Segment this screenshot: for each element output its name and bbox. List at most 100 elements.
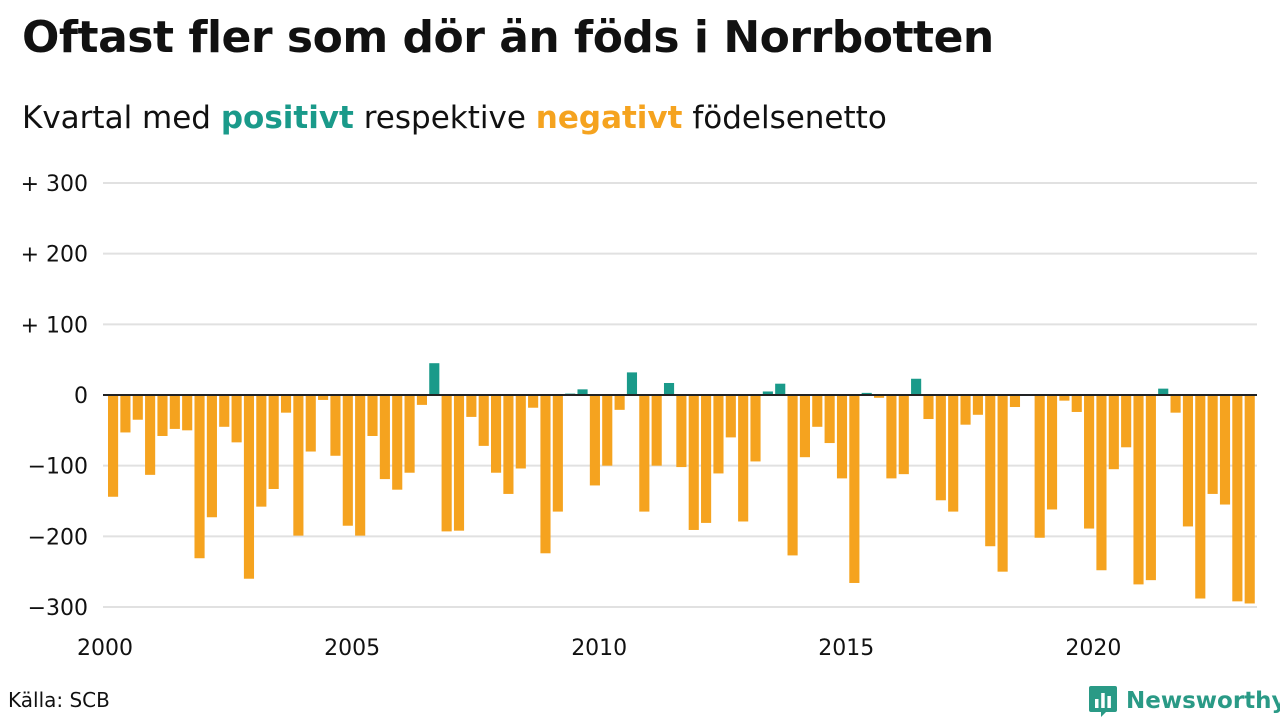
bar-negative: [293, 395, 304, 536]
bar-negative: [1046, 395, 1058, 510]
bar-positive: [911, 378, 922, 395]
newsworthy-logo: Newsworthy: [1088, 684, 1280, 718]
bar-negative: [528, 395, 539, 408]
bar-negative: [1170, 395, 1181, 413]
bar-negative: [836, 395, 848, 479]
bar-negative: [367, 395, 378, 436]
bar-negative: [1096, 395, 1107, 571]
bar-negative: [639, 395, 650, 512]
bar-negative: [1121, 395, 1132, 448]
x-tick-label: 2000: [77, 636, 133, 661]
bar-negative: [985, 395, 996, 547]
bar-negative: [1244, 395, 1255, 604]
bar-negative: [1195, 395, 1206, 599]
bar-negative: [404, 395, 415, 473]
subtitle-middle: respektive: [353, 100, 536, 136]
bar-negative: [219, 395, 230, 427]
bar-negative: [923, 395, 934, 420]
bar-negative: [392, 395, 403, 490]
subtitle-suffix: födelsenetto: [682, 100, 887, 136]
bar-positive: [775, 383, 786, 395]
bar-negative: [355, 395, 366, 536]
y-tick-label: + 300: [21, 172, 88, 197]
subtitle-positive-word: positivt: [220, 100, 354, 136]
bar-negative: [441, 395, 452, 532]
bar-negative: [1108, 395, 1119, 470]
bar-negative: [1207, 395, 1218, 494]
x-axis-ticks: 2000 2005 2010 2015 2020: [77, 636, 1121, 661]
chart-title: Oftast fler som dör än föds i Norrbotten: [22, 12, 994, 63]
bar-negative: [169, 395, 180, 429]
bar-negative: [824, 395, 835, 444]
bar-negative: [787, 395, 798, 556]
brand-name: Newsworthy: [1126, 688, 1280, 714]
bar-negative: [540, 395, 551, 554]
bar-negative: [1059, 395, 1070, 401]
source-note: Källa: SCB: [8, 688, 110, 712]
bar-negative: [1219, 395, 1231, 505]
bar-negative: [478, 395, 489, 446]
bar-negative: [466, 395, 477, 417]
bar-negative: [799, 395, 810, 458]
bar-negative: [1034, 395, 1045, 538]
y-tick-label: + 100: [21, 313, 88, 338]
y-tick-label: 0: [74, 384, 88, 409]
bar-negative: [1084, 395, 1095, 529]
bar-negative: [849, 395, 860, 583]
bar-negative: [182, 395, 193, 431]
bar-positive: [577, 389, 588, 395]
x-tick-label: 2005: [324, 636, 380, 661]
chart-subtitle: Kvartal med positivt respektive negativt…: [22, 100, 887, 136]
y-axis-ticks: + 300 + 200 + 100 0 −100 −200 −300: [21, 172, 88, 621]
bar-negative: [948, 395, 959, 512]
bar-negative: [132, 395, 143, 420]
y-tick-label: −300: [28, 596, 88, 621]
bar-negative: [243, 395, 255, 579]
bar-negative: [416, 395, 427, 405]
bar-positive: [861, 392, 872, 395]
bar-positive: [762, 391, 773, 395]
bar-negative: [874, 395, 885, 398]
bar-negative: [342, 395, 353, 526]
bar-negative: [1009, 395, 1021, 408]
x-tick-label: 2020: [1065, 636, 1121, 661]
bar-negative: [453, 395, 465, 531]
bar-negative: [997, 395, 1008, 572]
bar-negative: [491, 395, 502, 473]
bar-negative: [330, 395, 341, 456]
bar-negative: [589, 395, 600, 486]
bar-negative: [256, 395, 267, 507]
bar-negative: [1071, 395, 1082, 412]
bar-negative: [145, 395, 156, 475]
bars: [108, 363, 1255, 604]
x-tick-label: 2010: [571, 636, 627, 661]
bar-negative: [960, 395, 971, 425]
bar-negative: [972, 395, 983, 415]
bar-negative: [738, 395, 749, 522]
bar-negative: [602, 395, 613, 466]
bar-positive: [663, 382, 675, 395]
bar-negative: [552, 395, 563, 512]
y-tick-label: −100: [28, 455, 88, 480]
bar-negative: [651, 395, 662, 466]
bar-negative: [886, 395, 897, 479]
bar-negative: [935, 395, 946, 501]
y-tick-label: −200: [28, 525, 88, 550]
bar-negative: [701, 395, 712, 523]
bar-negative: [318, 395, 329, 400]
bar-positive: [429, 363, 440, 395]
bar-negative: [1232, 395, 1243, 602]
bar-negative: [280, 395, 292, 413]
bar-negative: [268, 395, 279, 489]
y-tick-label: + 200: [21, 243, 88, 268]
bar-negative: [750, 395, 761, 462]
bar-negative: [379, 395, 390, 480]
bar-negative: [688, 395, 699, 530]
x-tick-label: 2015: [818, 636, 874, 661]
bar-negative: [305, 395, 316, 452]
subtitle-negative-word: negativt: [535, 100, 683, 136]
bar-negative: [108, 395, 119, 497]
bar-negative: [206, 395, 217, 518]
bar-chart: + 300 + 200 + 100 0 −100 −200 −300 2000 2005 201…: [21, 172, 1257, 661]
bar-positive: [626, 372, 638, 395]
